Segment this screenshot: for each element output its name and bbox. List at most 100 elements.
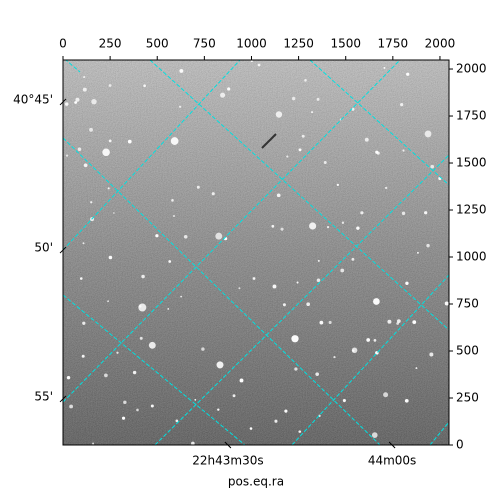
- star: [316, 97, 320, 101]
- star: [82, 242, 85, 245]
- star: [108, 139, 112, 143]
- star: [301, 134, 305, 138]
- y-tick-label: 2000: [456, 62, 487, 76]
- star: [298, 148, 302, 152]
- star: [138, 303, 147, 312]
- dec-tick-label: 55': [34, 389, 53, 403]
- star: [311, 111, 314, 114]
- star: [396, 319, 401, 323]
- star: [272, 284, 277, 289]
- stars: [64, 60, 449, 445]
- ra-tick: [388, 441, 396, 449]
- image: [63, 60, 449, 445]
- star: [178, 105, 182, 108]
- star: [356, 226, 360, 230]
- star: [340, 268, 345, 273]
- star: [82, 87, 87, 92]
- star: [315, 372, 320, 376]
- star: [444, 301, 449, 306]
- dec-tick-label: 40°45': [13, 92, 53, 106]
- star: [429, 352, 434, 357]
- star: [252, 277, 256, 280]
- star: [424, 211, 428, 215]
- star: [66, 375, 71, 380]
- star: [426, 243, 430, 248]
- dec-tick-label: 50': [34, 241, 53, 255]
- y-tick-label: 1750: [456, 109, 487, 123]
- star: [336, 183, 340, 187]
- star: [143, 84, 146, 88]
- wcs-grid-line: [291, 274, 449, 445]
- star: [121, 416, 126, 420]
- star: [424, 130, 432, 138]
- star: [249, 427, 253, 430]
- star: [341, 221, 345, 224]
- star: [326, 225, 330, 229]
- star: [383, 392, 389, 398]
- star: [89, 127, 93, 132]
- y-tick-label: 1250: [456, 203, 487, 217]
- star: [108, 84, 112, 87]
- star: [250, 60, 253, 63]
- star: [92, 442, 95, 445]
- y-tick-label: 1500: [456, 156, 487, 170]
- star: [375, 150, 379, 154]
- star: [384, 186, 388, 190]
- star: [217, 408, 220, 411]
- star: [81, 354, 85, 358]
- star: [239, 378, 244, 383]
- star: [280, 227, 284, 231]
- star: [351, 347, 358, 353]
- star: [387, 319, 392, 324]
- star: [141, 274, 145, 279]
- star: [216, 361, 224, 369]
- y-tick-label: 250: [456, 391, 479, 405]
- star: [150, 404, 154, 408]
- wcs-grid-line: [429, 421, 449, 445]
- star: [175, 419, 179, 423]
- star: [65, 154, 69, 157]
- star: [319, 320, 324, 325]
- star: [373, 338, 377, 342]
- star: [404, 398, 409, 403]
- star: [371, 432, 378, 438]
- y-tick-label: 750: [456, 297, 479, 311]
- star: [167, 308, 170, 310]
- star: [136, 408, 139, 412]
- star: [286, 155, 289, 158]
- star: [304, 78, 307, 82]
- x-tick-label: 2000: [425, 37, 456, 51]
- x-tick-label: 500: [146, 37, 169, 51]
- star: [342, 398, 346, 403]
- wcs-grid-line: [63, 137, 381, 445]
- x-tick-label: 0: [59, 37, 67, 51]
- star: [123, 400, 127, 405]
- axes-frame: [62, 59, 450, 446]
- star: [274, 419, 278, 423]
- star: [373, 298, 380, 305]
- star: [69, 404, 74, 409]
- star: [82, 321, 86, 325]
- dec-tick: [59, 98, 67, 106]
- star: [366, 338, 371, 342]
- star: [298, 430, 302, 433]
- x-tick-label: 1750: [378, 37, 409, 51]
- wcs-grid-line: [63, 60, 401, 403]
- star: [316, 278, 321, 283]
- star: [194, 398, 197, 401]
- star: [401, 211, 406, 216]
- star: [333, 355, 336, 359]
- star: [83, 163, 88, 168]
- star: [400, 103, 404, 107]
- wcs-grid-line: [65, 60, 81, 73]
- star: [179, 68, 184, 73]
- dec-tick: [59, 246, 67, 254]
- x-tick-label: 250: [99, 37, 122, 51]
- star: [405, 281, 409, 285]
- star: [351, 257, 355, 261]
- star: [291, 96, 296, 101]
- x-axis-label: pos.eq.ra: [228, 475, 284, 489]
- star: [139, 336, 143, 340]
- star: [306, 302, 310, 307]
